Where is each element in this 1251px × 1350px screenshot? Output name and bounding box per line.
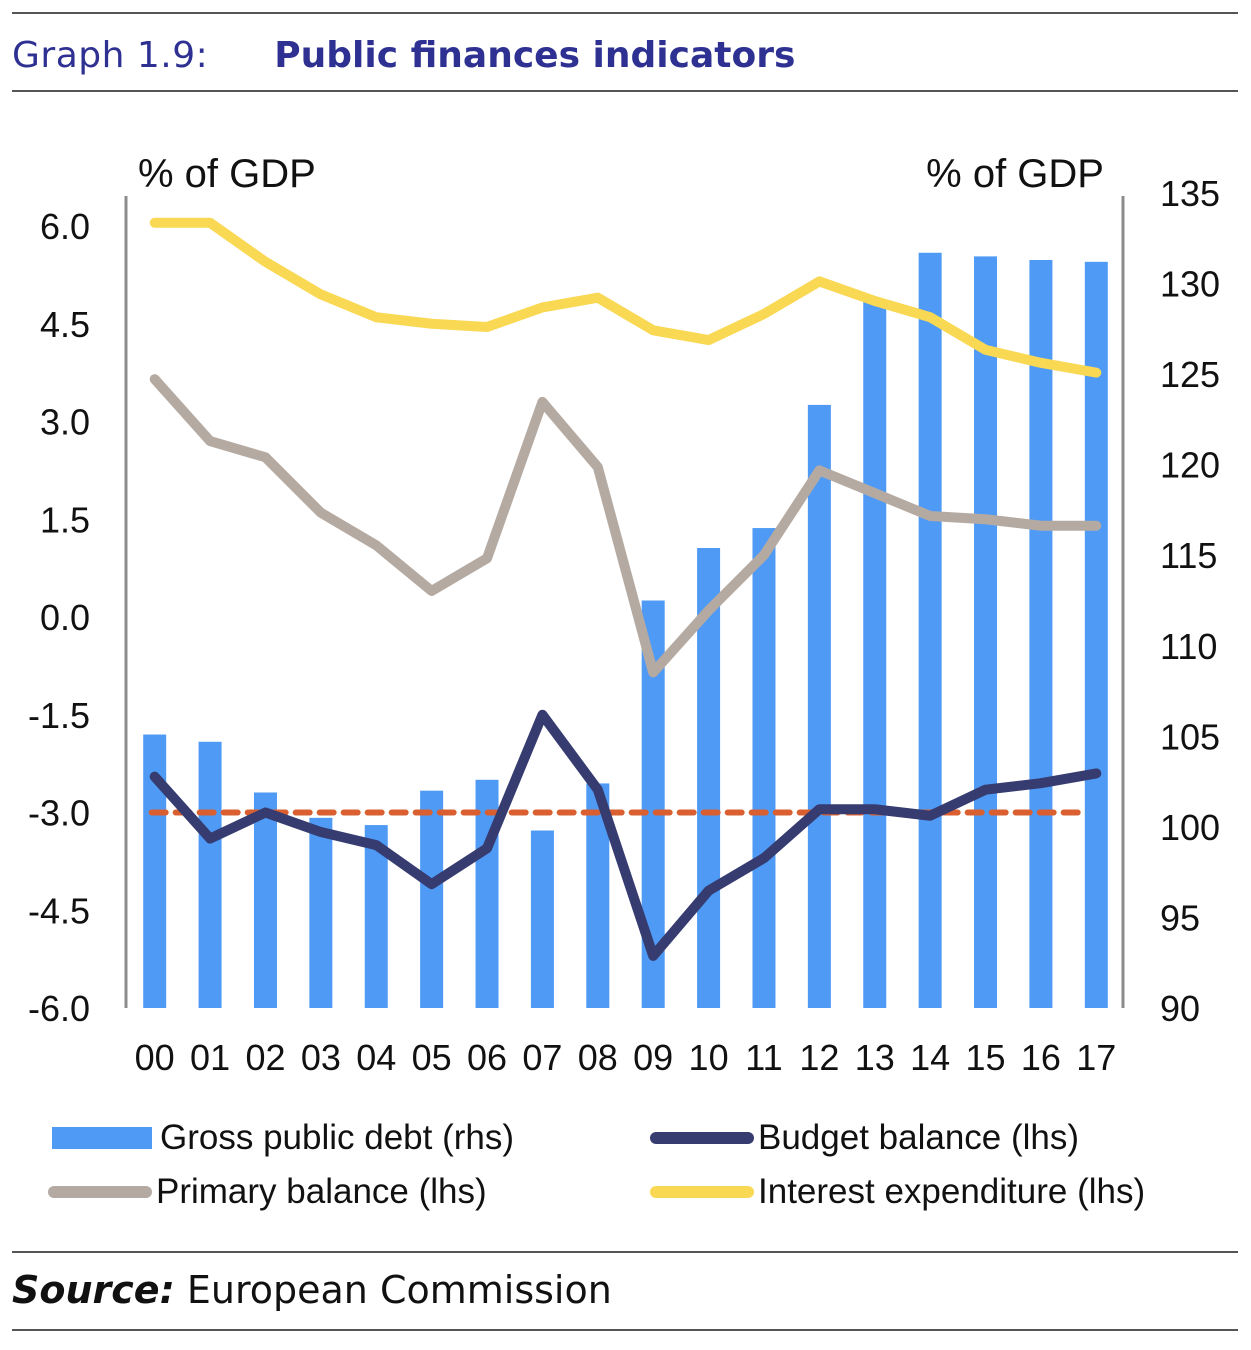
legend-label-budget-balance: Budget balance (lhs) — [758, 1118, 1080, 1157]
right-tick-label: 110 — [1160, 626, 1217, 667]
left-tick-label: 1.5 — [40, 499, 90, 540]
x-tick-label: 01 — [190, 1037, 230, 1078]
legend-swatch-primary-balance — [48, 1186, 152, 1198]
right-tick-label: 120 — [1160, 445, 1220, 486]
x-tick-label: 13 — [855, 1037, 895, 1078]
left-axis-unit-label: % of GDP — [138, 152, 316, 196]
x-axis-ticks: 00 01 02 03 04 05 06 07 08 09 10 11 12 13 14 15 16 17 — [135, 1037, 1117, 1078]
legend-swatch-interest-expenditure — [650, 1186, 754, 1198]
primary-balance-line — [149, 374, 1102, 678]
debt-bar-04 — [364, 825, 388, 1008]
legend-swatch-budget-balance — [650, 1132, 754, 1144]
left-axis-ticks: 6.0 4.5 3.0 1.5 0.0 -1.5 -3.0 -4.5 -6.0 — [28, 206, 90, 1029]
x-tick-label: 17 — [1076, 1037, 1116, 1078]
left-tick-label: 4.5 — [40, 304, 90, 345]
legend-item-interest-expenditure: Interest expenditure (lhs) — [650, 1172, 1145, 1212]
right-tick-label: 130 — [1160, 264, 1220, 305]
left-tick-label: -1.5 — [28, 695, 90, 736]
left-tick-label: -6.0 — [28, 988, 90, 1029]
debt-bar-02 — [253, 792, 277, 1008]
right-tick-label: 95 — [1160, 897, 1200, 938]
debt-bar-08 — [586, 783, 610, 1008]
x-tick-label: 12 — [799, 1037, 839, 1078]
right-tick-label: 100 — [1160, 807, 1220, 848]
x-tick-label: 10 — [689, 1037, 729, 1078]
budget-balance-line — [149, 709, 1102, 961]
debt-bar-07 — [530, 830, 554, 1008]
left-tick-label: 0.0 — [40, 597, 90, 638]
debt-bar-15 — [974, 256, 998, 1008]
debt-bar-12 — [807, 404, 831, 1008]
right-tick-label: 115 — [1160, 535, 1217, 576]
legend-label-debt: Gross public debt (rhs) — [160, 1118, 515, 1157]
left-tick-label: -3.0 — [28, 793, 90, 834]
debt-bar-00 — [143, 734, 167, 1008]
series-lines — [149, 217, 1102, 961]
source-top-rule — [12, 1251, 1238, 1253]
right-axis-ticks: 135 130 125 120 115 110 105 100 95 90 — [1160, 173, 1220, 1029]
x-tick-label: 06 — [467, 1037, 507, 1078]
legend-label-interest-expenditure: Interest expenditure (lhs) — [758, 1172, 1146, 1211]
x-tick-label: 15 — [966, 1037, 1006, 1078]
title-rule — [12, 90, 1238, 92]
debt-bar-05 — [420, 790, 444, 1008]
x-tick-label: 00 — [135, 1037, 175, 1078]
legend-label-primary-balance: Primary balance (lhs) — [156, 1172, 487, 1211]
source-bottom-rule — [12, 1329, 1238, 1331]
debt-bar-14 — [918, 252, 942, 1008]
interest-expenditure-line — [149, 217, 1102, 378]
x-tick-label: 08 — [578, 1037, 618, 1078]
debt-bar-17 — [1084, 261, 1108, 1008]
legend-item-primary-balance: Primary balance (lhs) — [48, 1172, 487, 1212]
x-tick-label: 03 — [301, 1037, 341, 1078]
graph-header: Graph 1.9: Public finances indicators — [12, 30, 795, 80]
x-tick-label: 04 — [356, 1037, 396, 1078]
debt-bar-16 — [1029, 260, 1053, 1008]
right-tick-label: 90 — [1160, 988, 1200, 1029]
x-tick-label: 07 — [522, 1037, 562, 1078]
left-tick-label: -4.5 — [28, 890, 90, 931]
legend-item-budget-balance: Budget balance (lhs) — [650, 1118, 1079, 1158]
debt-bars — [143, 252, 1108, 1009]
top-rule — [12, 12, 1238, 14]
x-tick-label: 16 — [1021, 1037, 1061, 1078]
left-tick-label: 6.0 — [40, 206, 90, 247]
source-label: Source: — [12, 1268, 175, 1312]
debt-bar-03 — [309, 817, 333, 1008]
x-tick-label: 09 — [633, 1037, 673, 1078]
right-tick-label: 135 — [1160, 173, 1220, 214]
debt-bar-09 — [641, 600, 665, 1008]
source-text: European Commission — [186, 1268, 612, 1312]
legend-item-debt: Gross public debt (rhs) — [52, 1118, 514, 1158]
debt-bar-01 — [198, 741, 222, 1008]
debt-bar-13 — [863, 301, 887, 1009]
source-note: Source: European Commission — [12, 1268, 612, 1312]
chart: % of GDP % of GDP 6.0 4.5 3.0 1.5 0.0 -1.5 -3.… — [28, 152, 1220, 1078]
right-axis-unit-label: % of GDP — [926, 152, 1104, 196]
right-tick-label: 125 — [1160, 354, 1220, 395]
x-tick-label: 05 — [412, 1037, 452, 1078]
x-tick-label: 14 — [910, 1037, 950, 1078]
right-tick-label: 105 — [1160, 716, 1220, 757]
x-tick-label: 11 — [745, 1037, 782, 1078]
legend-swatch-debt — [52, 1127, 152, 1149]
page-title: Public finances indicators — [274, 34, 796, 76]
x-tick-label: 02 — [245, 1037, 285, 1078]
debt-bar-11 — [752, 528, 776, 1008]
left-tick-label: 3.0 — [40, 402, 90, 443]
graph-number: Graph 1.9: — [12, 34, 209, 76]
